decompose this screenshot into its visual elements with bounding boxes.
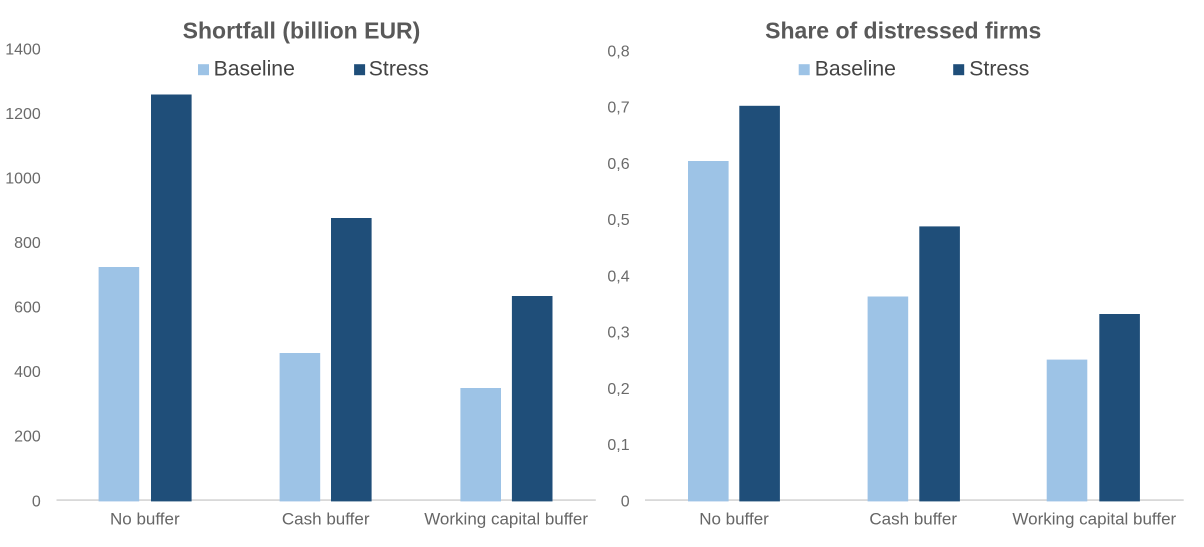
svg-text:1400: 1400 bbox=[5, 41, 41, 58]
svg-text:0,2: 0,2 bbox=[607, 381, 629, 398]
svg-text:Baseline: Baseline bbox=[214, 58, 295, 81]
svg-text:Working capital buffer: Working capital buffer bbox=[1012, 510, 1176, 529]
svg-text:Stress: Stress bbox=[969, 58, 1029, 81]
svg-text:No buffer: No buffer bbox=[699, 510, 769, 529]
svg-text:0,3: 0,3 bbox=[607, 325, 629, 342]
svg-text:Shortfall (billion EUR): Shortfall (billion EUR) bbox=[183, 18, 421, 44]
svg-text:Share of distressed firms: Share of distressed firms bbox=[765, 18, 1041, 44]
svg-text:0,1: 0,1 bbox=[607, 437, 629, 454]
svg-text:600: 600 bbox=[14, 300, 41, 317]
svg-text:0,7: 0,7 bbox=[607, 100, 629, 117]
svg-text:Baseline: Baseline bbox=[815, 58, 896, 81]
svg-text:0,6: 0,6 bbox=[607, 156, 629, 173]
svg-text:0: 0 bbox=[621, 493, 630, 510]
svg-text:200: 200 bbox=[14, 429, 41, 446]
svg-text:800: 800 bbox=[14, 235, 41, 252]
svg-text:0,4: 0,4 bbox=[607, 268, 629, 285]
svg-text:Working capital buffer: Working capital buffer bbox=[424, 510, 588, 529]
svg-text:Cash buffer: Cash buffer bbox=[282, 510, 370, 529]
svg-text:0,8: 0,8 bbox=[607, 43, 629, 60]
svg-text:1000: 1000 bbox=[5, 170, 41, 187]
svg-text:Cash buffer: Cash buffer bbox=[869, 510, 957, 529]
svg-text:1200: 1200 bbox=[5, 106, 41, 123]
svg-text:0,5: 0,5 bbox=[607, 212, 629, 229]
svg-text:Stress: Stress bbox=[369, 58, 429, 81]
svg-text:400: 400 bbox=[14, 364, 41, 381]
svg-text:0: 0 bbox=[32, 493, 41, 510]
svg-text:No buffer: No buffer bbox=[110, 510, 180, 529]
